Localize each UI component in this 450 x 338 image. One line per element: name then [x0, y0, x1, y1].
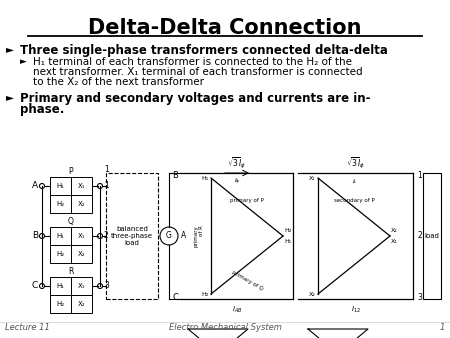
Bar [50, 277, 92, 295]
Text: H₁ terminal of each transformer is connected to the H₂ of the: H₁ terminal of each transformer is conne… [33, 57, 352, 67]
Text: R: R [68, 267, 74, 276]
Text: X₂: X₂ [78, 301, 86, 307]
Text: ►: ► [6, 44, 14, 54]
Text: $I_{BC}$: $I_{BC}$ [250, 337, 260, 338]
Text: H₂: H₂ [56, 201, 64, 207]
Text: B: B [32, 232, 38, 241]
Text: secondary of P: secondary of P [333, 198, 374, 203]
Text: C: C [172, 292, 178, 301]
Text: $\sqrt{3}I_\phi$: $\sqrt{3}I_\phi$ [227, 155, 247, 171]
Text: ►: ► [6, 92, 14, 102]
Text: X₁: X₁ [309, 175, 316, 180]
Text: balanced
three-phase
load: balanced three-phase load [111, 226, 153, 246]
Text: $\sqrt{3}I_\phi$: $\sqrt{3}I_\phi$ [346, 155, 365, 171]
Text: 3: 3 [417, 292, 422, 301]
Text: primary
of R: primary of R [193, 225, 204, 247]
Text: Primary and secondary voltages and currents are in-: Primary and secondary voltages and curre… [20, 92, 370, 105]
Text: $I_L$: $I_L$ [352, 177, 359, 186]
Text: X₂: X₂ [309, 291, 316, 296]
Text: Lecture 11: Lecture 11 [5, 323, 50, 333]
Text: 2: 2 [417, 232, 422, 241]
Text: X₁: X₁ [78, 233, 85, 239]
Text: next transformer. X₁ terminal of each transformer is connected: next transformer. X₁ terminal of each tr… [33, 67, 363, 77]
Text: to the X₂ of the next transformer: to the X₂ of the next transformer [33, 77, 204, 87]
Text: 3: 3 [104, 282, 109, 290]
Text: ►: ► [20, 57, 27, 66]
Text: H₂: H₂ [202, 291, 209, 296]
Text: H₂: H₂ [56, 301, 64, 307]
Text: Q: Q [68, 217, 74, 226]
Text: $I_{12}$: $I_{12}$ [351, 305, 360, 315]
Text: X₁: X₁ [391, 239, 398, 244]
Text: H₂: H₂ [284, 228, 291, 233]
Text: H₂: H₂ [56, 251, 64, 257]
Text: P: P [69, 167, 73, 176]
Text: H₁: H₁ [202, 175, 209, 180]
Text: $I_{CA}$: $I_{CA}$ [176, 337, 186, 338]
Bar [106, 173, 158, 299]
Text: $I_{11}$: $I_{11}$ [297, 337, 306, 338]
Text: 1: 1 [440, 323, 445, 333]
Text: primary of P: primary of P [230, 198, 264, 203]
Text: C: C [32, 282, 38, 290]
Text: B: B [172, 170, 178, 179]
Text: G: G [166, 232, 172, 241]
Bar [50, 195, 92, 213]
Text: Three single-phase transformers connected delta-delta: Three single-phase transformers connecte… [20, 44, 388, 57]
Bar [50, 245, 92, 263]
Text: $I_\phi$: $I_\phi$ [234, 177, 240, 187]
Text: 1: 1 [417, 170, 422, 179]
Text: load: load [424, 233, 440, 239]
Text: $I_{AB}$: $I_{AB}$ [232, 305, 242, 315]
Text: X₂: X₂ [78, 201, 86, 207]
Text: X₁: X₁ [78, 283, 85, 289]
Bar [50, 177, 92, 195]
Text: 2: 2 [104, 232, 109, 241]
Text: phase.: phase. [20, 103, 64, 116]
Text: primary of Q: primary of Q [231, 270, 263, 292]
Text: $I_{22}$: $I_{22}$ [370, 337, 379, 338]
Text: A: A [181, 232, 186, 241]
Text: Electro Mechanical System: Electro Mechanical System [169, 323, 281, 333]
Text: Delta-Delta Connection: Delta-Delta Connection [88, 18, 362, 38]
Text: H₁: H₁ [284, 239, 291, 244]
Text: X₁: X₁ [78, 183, 85, 189]
Bar [50, 295, 92, 313]
Text: H₁: H₁ [57, 283, 64, 289]
Bar [50, 227, 92, 245]
Bar [423, 173, 441, 299]
Text: 1: 1 [104, 182, 109, 191]
Text: H₁: H₁ [57, 233, 64, 239]
Text: X₂: X₂ [78, 251, 86, 257]
Text: X₂: X₂ [391, 228, 398, 233]
Text: A: A [32, 182, 38, 191]
Text: H₁: H₁ [57, 183, 64, 189]
Text: 1: 1 [104, 165, 109, 174]
